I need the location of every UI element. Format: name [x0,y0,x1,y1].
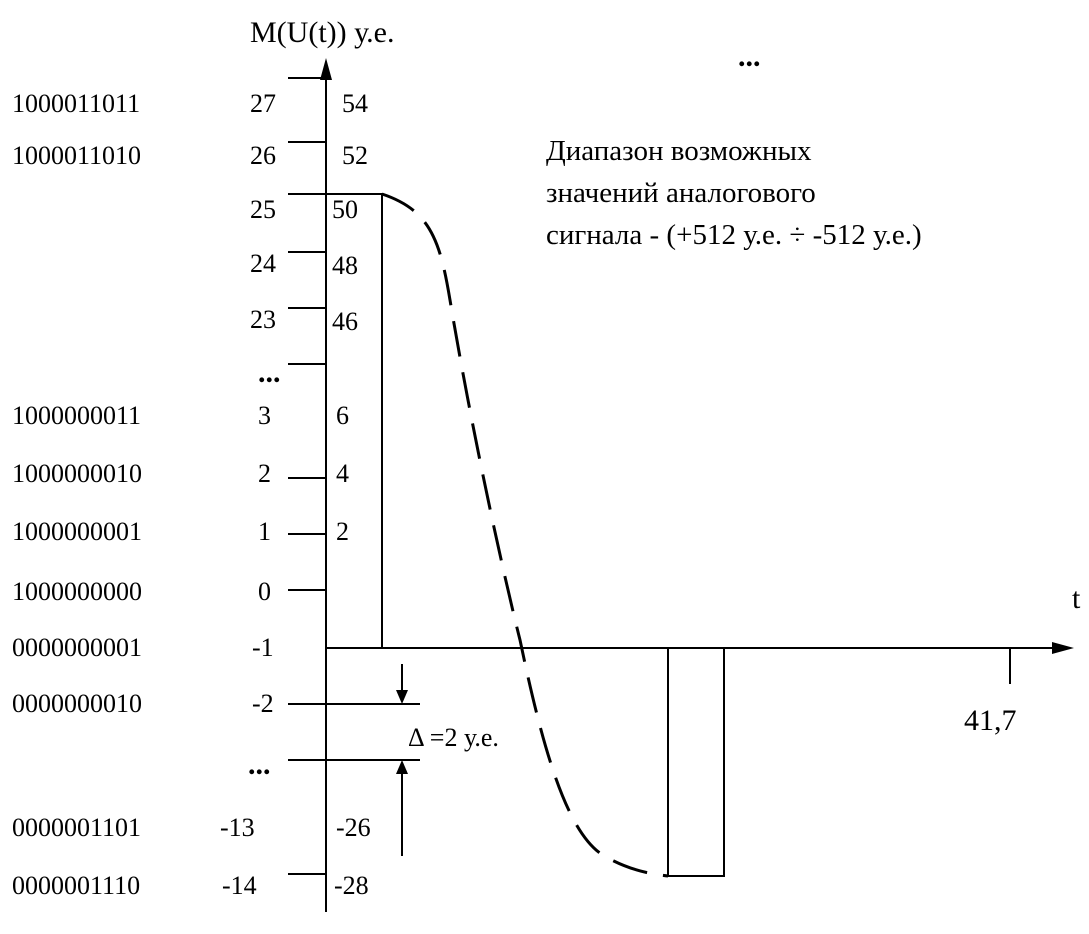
y-axis-arrow-icon [320,58,332,80]
value-6: 6 [336,401,349,430]
binary-codes: 1000011011 1000011010 1000000011 1000000… [12,89,142,900]
value-50: 50 [332,195,358,224]
value-52: 52 [342,141,368,170]
code-3: 1000000011 [12,401,141,430]
index-26: 26 [250,141,276,170]
analog-signal-curve [381,192,669,878]
left-tick-marks [288,77,326,875]
index-25: 25 [250,195,276,224]
value-48: 48 [332,251,358,280]
index-ellipsis: ... [258,356,281,389]
y-axis-label: M(U(t)) у.е. [250,16,394,49]
index-ellipsis-neg: ... [248,748,271,781]
delta-label: Δ =2 у.е. [408,723,499,752]
value-minus-28: -28 [334,871,369,900]
value-4: 4 [336,459,349,488]
code-1: 1000000001 [12,517,142,546]
code-26: 1000011010 [12,141,141,170]
negative-sample-bar [667,647,725,877]
top-ellipsis: ... [738,40,761,73]
index-minus-1: -1 [252,633,274,662]
annotation-line-3: сигнала - (+512 у.е. ÷ -512 у.е.) [546,219,922,251]
code-2: 1000000010 [12,459,142,488]
delta-arrow-down-icon [396,690,408,704]
signal-values: 54 52 50 48 46 6 4 2 -26 -28 [332,89,371,900]
index-27: 27 [250,89,276,118]
annotation-line-2: значений аналогового [546,177,816,209]
value-2: 2 [336,517,349,546]
x-axis-arrow-icon [1052,642,1074,654]
code-27: 1000011011 [12,89,140,118]
annotation-line-1: Диапазон возможных [546,135,812,167]
index-24: 24 [250,249,276,278]
x-axis-label: t [1072,582,1081,615]
code-minus-13: 0000001101 [12,813,141,842]
range-annotation: Диапазон возможных значений аналогового … [546,135,922,251]
code-minus-14: 0000001110 [12,871,140,900]
index-3: 3 [258,401,271,430]
delta-marker: Δ =2 у.е. [326,664,499,856]
index-1: 1 [258,517,271,546]
code-0: 1000000000 [12,577,142,606]
value-54: 54 [342,89,368,118]
code-minus-2: 0000000010 [12,689,142,718]
index-minus-14: -14 [222,871,257,900]
x-tick-label: 41,7 [964,704,1017,737]
level-indices: 27 26 25 24 23 ... 3 2 1 0 -1 -2 ... -13… [220,89,281,900]
delta-arrow-up-icon [396,760,408,774]
value-46: 46 [332,307,358,336]
code-minus-1: 0000000001 [12,633,142,662]
index-23: 23 [250,305,276,334]
value-minus-26: -26 [336,813,371,842]
index-minus-2: -2 [252,689,274,718]
index-2: 2 [258,459,271,488]
index-0: 0 [258,577,271,606]
index-minus-13: -13 [220,813,255,842]
